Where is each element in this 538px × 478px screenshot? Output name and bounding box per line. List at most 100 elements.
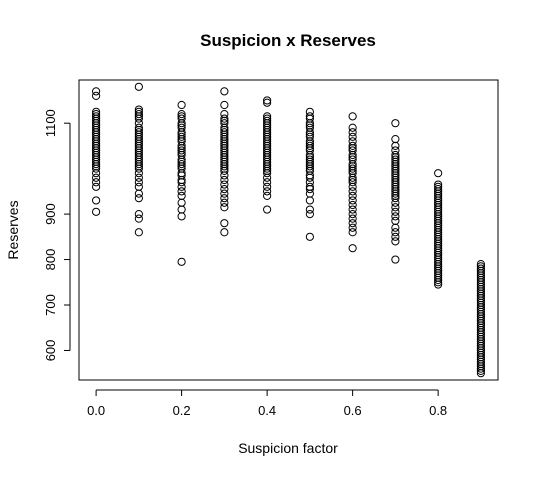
data-point (134, 209, 143, 219)
data-point (134, 173, 143, 182)
data-point (177, 178, 186, 187)
y-axis-label: Reserves (5, 200, 21, 259)
plot-frame (78, 79, 499, 381)
data-point (220, 87, 229, 96)
data-point (305, 205, 314, 214)
data-point (305, 119, 314, 128)
data-point (134, 214, 143, 223)
data-point (391, 228, 400, 237)
data-point (134, 228, 143, 237)
y-tick-label: 600 (43, 340, 58, 362)
data-point (348, 128, 357, 137)
data-point (92, 87, 101, 96)
x-tick-label: 0.2 (173, 403, 191, 418)
data-point (305, 232, 314, 241)
data-point (220, 228, 229, 237)
data-point (348, 132, 357, 141)
data-point (263, 205, 272, 214)
data-point (177, 159, 186, 169)
data-point (134, 109, 143, 119)
x-tick-label: 0.8 (429, 403, 447, 418)
data-point (348, 182, 357, 191)
data-point (177, 119, 186, 128)
data-point (177, 198, 186, 207)
data-point (134, 114, 143, 123)
data-point (305, 184, 314, 194)
data-point (391, 198, 400, 207)
data-point (348, 187, 357, 196)
data-point (391, 203, 400, 212)
data-point (92, 159, 101, 169)
data-point (177, 100, 186, 110)
data-point (220, 166, 229, 176)
data-point (177, 146, 186, 155)
data-point (92, 182, 101, 191)
data-point (434, 278, 443, 287)
data-point (348, 150, 357, 160)
data-point (92, 164, 101, 173)
data-point (348, 178, 357, 187)
data-point (92, 207, 101, 216)
data-point (134, 182, 143, 191)
data-point (305, 189, 314, 198)
data-point (177, 109, 186, 119)
data-point (476, 364, 485, 373)
y-tick-label: 700 (43, 294, 58, 316)
y-tick-label: 800 (43, 249, 58, 271)
data-point (220, 175, 229, 185)
data-point (391, 194, 400, 203)
data-point (348, 205, 357, 214)
data-point (263, 98, 272, 107)
data-point (348, 244, 357, 253)
data-points (92, 82, 485, 378)
data-point (220, 114, 229, 123)
data-point (348, 200, 357, 210)
data-point (263, 178, 272, 187)
data-point (92, 178, 101, 187)
data-point (177, 205, 186, 214)
x-tick-label: 0.0 (87, 403, 105, 418)
data-point (391, 223, 400, 232)
y-tick-label: 900 (43, 203, 58, 225)
data-point (348, 219, 357, 228)
data-point (348, 141, 357, 151)
data-point (391, 134, 400, 144)
data-point (177, 191, 186, 201)
data-point (177, 212, 186, 221)
data-point (348, 209, 357, 219)
data-point (434, 275, 443, 285)
data-point (92, 169, 101, 178)
data-point (305, 196, 314, 205)
data-point (134, 169, 143, 178)
data-point (263, 96, 272, 105)
data-point (220, 198, 229, 207)
data-point (220, 219, 229, 228)
data-point (348, 112, 357, 121)
data-point (220, 162, 229, 171)
data-point (348, 164, 357, 173)
data-point (220, 189, 229, 198)
data-point (391, 141, 400, 151)
data-point (348, 196, 357, 205)
chart-title: Suspicion x Reserves (200, 31, 376, 50)
data-point (220, 184, 229, 194)
data-point (220, 203, 229, 212)
data-point (434, 169, 443, 178)
data-point (220, 194, 229, 203)
x-axis-label: Suspicion factor (238, 440, 338, 456)
data-point (305, 209, 314, 219)
data-point (348, 228, 357, 237)
data-point (391, 119, 400, 128)
data-point (134, 164, 143, 173)
data-point (220, 100, 229, 110)
data-point (134, 82, 143, 91)
data-point (134, 194, 143, 203)
data-point (348, 223, 357, 232)
data-point (263, 164, 272, 173)
data-point (134, 178, 143, 187)
data-point (177, 187, 186, 196)
x-tick-label: 0.4 (258, 403, 276, 418)
data-point (476, 366, 485, 376)
data-point (391, 212, 400, 221)
